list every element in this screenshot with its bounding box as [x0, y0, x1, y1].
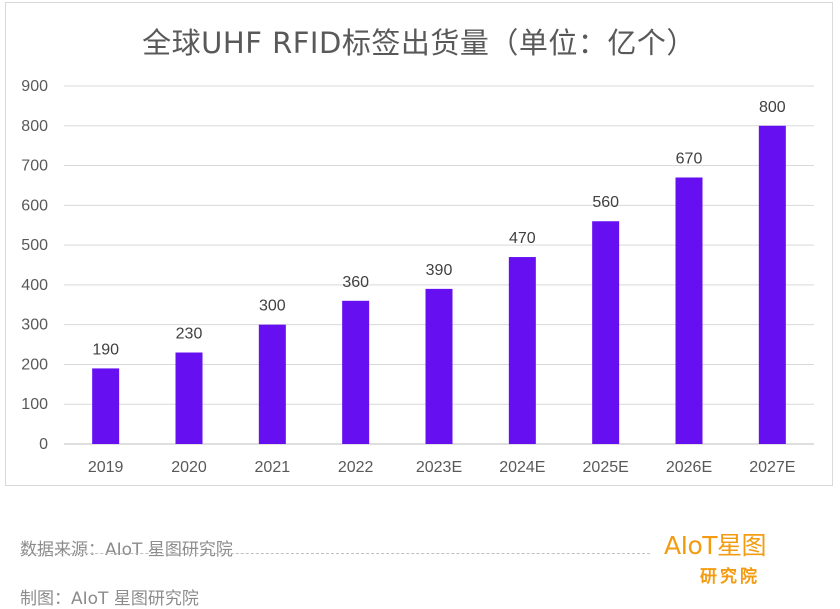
- bar: [425, 288, 453, 444]
- data-label: 390: [426, 262, 453, 279]
- bar: [342, 300, 370, 444]
- y-tick-label: 800: [21, 118, 48, 135]
- x-tick-label: 2025E: [583, 459, 629, 476]
- bar-chart: 0 100 200 300 400 500 600 700 800 900 190 2019 230 20…: [21, 78, 814, 476]
- data-label: 470: [509, 230, 536, 247]
- y-tick-label: 400: [21, 277, 48, 294]
- y-tick-label: 100: [21, 396, 48, 413]
- x-tick-label: 2023E: [416, 459, 462, 476]
- bar: [675, 177, 703, 444]
- bar: [92, 368, 120, 444]
- chart-title: 全球UHF RFID标签出货量（单位：亿个）: [142, 26, 696, 60]
- data-label: 360: [342, 274, 369, 291]
- y-tick-label: 900: [21, 78, 48, 95]
- chart-credit-text: 制图：AIoT 星图研究院: [20, 589, 199, 609]
- y-tick-label: 700: [21, 158, 48, 175]
- logo-subtitle: 研究院: [700, 567, 760, 587]
- bar: [175, 352, 203, 444]
- data-source-text: 数据来源：AIoT 星图研究院: [20, 540, 233, 560]
- data-label: 800: [759, 99, 786, 116]
- x-tick-label: 2024E: [499, 459, 545, 476]
- x-tick-label: 2027E: [749, 459, 795, 476]
- y-tick-label: 500: [21, 237, 48, 254]
- x-tick-label: 2021: [255, 459, 291, 476]
- aiot-logo: AIoT星图 研究院: [664, 526, 814, 587]
- chart-frame: 全球UHF RFID标签出货量（单位：亿个） 0 100 200 300 400 500 6…: [5, 2, 833, 486]
- data-label: 300: [259, 298, 286, 315]
- bar: [758, 125, 786, 445]
- y-tick-label: 300: [21, 317, 48, 334]
- footer-divider: [20, 553, 650, 554]
- y-tick-label: 200: [21, 356, 48, 373]
- logo-wordmark: AIoT星图: [664, 531, 767, 560]
- bar: [592, 221, 620, 444]
- x-tick-label: 2019: [88, 459, 124, 476]
- y-tick-label: 600: [21, 197, 48, 214]
- y-tick-label: 0: [39, 436, 48, 453]
- x-tick-label: 2022: [338, 459, 374, 476]
- data-label: 560: [592, 194, 619, 211]
- data-label: 670: [676, 150, 703, 167]
- data-label: 230: [176, 326, 203, 343]
- x-tick-label: 2020: [171, 459, 207, 476]
- data-label: 190: [92, 341, 119, 358]
- bar: [258, 324, 286, 444]
- x-tick-label: 2026E: [666, 459, 712, 476]
- bar: [508, 257, 536, 444]
